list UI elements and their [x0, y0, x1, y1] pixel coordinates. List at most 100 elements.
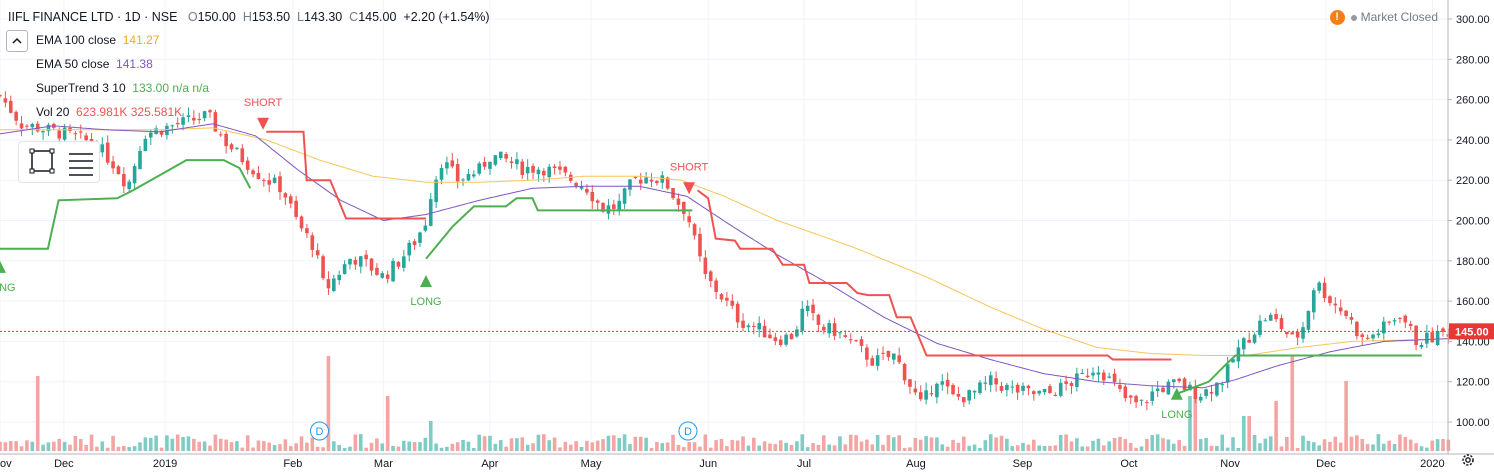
supertrend-segment-3 — [696, 189, 1172, 361]
grid-lines — [0, 0, 1448, 454]
candle-body — [1161, 387, 1165, 393]
volume-bar — [838, 436, 842, 451]
time-tick-label-14: 2020 — [1420, 458, 1444, 470]
candle-body — [288, 196, 293, 204]
candle-body — [1425, 332, 1429, 344]
volume-bar — [391, 445, 395, 451]
volume-bar — [875, 434, 880, 451]
volume-bar — [305, 442, 309, 451]
volume-bar — [315, 446, 320, 451]
legend-ema100[interactable]: EMA 100 close 141.27 — [36, 33, 159, 47]
volume-bar — [175, 434, 180, 451]
candle-body — [105, 142, 110, 163]
candle-body — [988, 375, 993, 385]
volume-bar — [590, 442, 595, 451]
volume-bar — [784, 442, 788, 451]
candle-body — [100, 144, 105, 153]
volume-bar — [1258, 443, 1262, 451]
price-axis[interactable]: 100.00 120.00 140.00 160.00 180.00 200.00 220.… — [1447, 0, 1494, 454]
candle-body — [504, 154, 508, 159]
volume-bar — [735, 440, 740, 451]
time-axis[interactable]: ov Dec 2019 Feb Mar Apr May Jun Jul Aug Sep Oct Nov D… — [0, 453, 1494, 470]
long-signal-arrow-4 — [1170, 387, 1183, 400]
volume-bar — [1048, 445, 1052, 451]
list-settings-icon[interactable] — [69, 153, 93, 176]
volume-bar — [95, 446, 99, 451]
volume-bar — [272, 445, 277, 451]
candle-body — [773, 337, 778, 342]
volume-bar — [1188, 396, 1192, 451]
candle-body — [789, 333, 794, 340]
candle-body — [1220, 384, 1225, 386]
candle-body — [1042, 388, 1047, 393]
volume-bar — [660, 443, 665, 451]
candle-body — [908, 379, 912, 387]
candle-body — [1026, 385, 1031, 389]
candle-body — [1311, 290, 1316, 313]
price-tick-label-1: 120.00 — [1456, 377, 1490, 389]
legend-volume[interactable]: Vol 20 623.981K 325.581K — [36, 105, 182, 119]
volume-bar — [1118, 436, 1122, 451]
volume-bar — [1333, 436, 1338, 451]
symbol-title[interactable]: IIFL FINANCE LTD · 1D · NSE — [8, 10, 178, 24]
volume-bar — [235, 441, 239, 451]
volume-bar — [897, 435, 901, 451]
candle-body — [1198, 396, 1203, 401]
volume-bar — [1376, 434, 1381, 451]
volume-bar — [778, 440, 783, 451]
candle-body — [472, 174, 476, 177]
volume-bar — [752, 437, 756, 451]
candle-body — [848, 339, 853, 341]
ema100-line — [0, 127, 1449, 356]
candle-body — [321, 256, 325, 279]
candle-body — [536, 169, 541, 175]
candle-body — [1177, 378, 1181, 382]
volume-bar — [294, 443, 298, 451]
volume-bar — [988, 434, 993, 451]
candle-body — [181, 117, 185, 125]
volume-bar — [531, 443, 535, 451]
candle-body — [698, 233, 702, 257]
symbol-header[interactable]: IIFL FINANCE LTD · 1D · NSE O150.00 H153… — [8, 10, 490, 24]
price-tick-label-7: 240.00 — [1456, 135, 1490, 147]
candle-body — [509, 161, 514, 163]
candle-body — [978, 382, 982, 393]
volume-bar — [568, 444, 573, 451]
volume-bar — [762, 441, 767, 451]
collapse-legend-button[interactable] — [6, 30, 28, 52]
candle-body — [332, 278, 336, 292]
candle-body — [116, 166, 121, 175]
candle-body — [35, 123, 40, 132]
volume-bar — [945, 446, 950, 451]
market-status[interactable]: ! Market Closed — [1329, 10, 1438, 26]
volume-bar — [122, 445, 126, 451]
ema100-label: EMA 100 close — [36, 33, 117, 47]
warning-icon[interactable]: ! — [1329, 10, 1345, 26]
supertrend-segment-4 — [1176, 354, 1422, 395]
candle-body — [918, 392, 923, 400]
candle-body — [676, 198, 681, 205]
volume-bar — [439, 447, 444, 451]
candle-body — [493, 155, 498, 165]
gear-icon[interactable] — [1460, 452, 1476, 468]
candle-body — [778, 339, 783, 345]
candle-body — [816, 314, 821, 325]
volume-bar — [202, 441, 207, 451]
legend-supertrend[interactable]: SuperTrend 3 10 133.00 n/a n/a — [36, 81, 209, 95]
candle-body — [622, 188, 627, 204]
volume-bar — [218, 438, 223, 451]
volume-bar — [423, 437, 428, 451]
candle-body — [159, 130, 164, 135]
candle-body — [692, 224, 697, 236]
rectangle-tool-icon[interactable] — [29, 148, 55, 174]
candle-body — [1139, 399, 1144, 401]
volume-bar — [671, 434, 675, 451]
candle-body — [1387, 321, 1391, 323]
volume-bar — [612, 435, 616, 451]
volume-bar — [940, 444, 945, 451]
legend-ema50[interactable]: EMA 50 close 141.38 — [36, 57, 153, 71]
candle-body — [1360, 334, 1365, 337]
candle-body — [1414, 325, 1418, 346]
